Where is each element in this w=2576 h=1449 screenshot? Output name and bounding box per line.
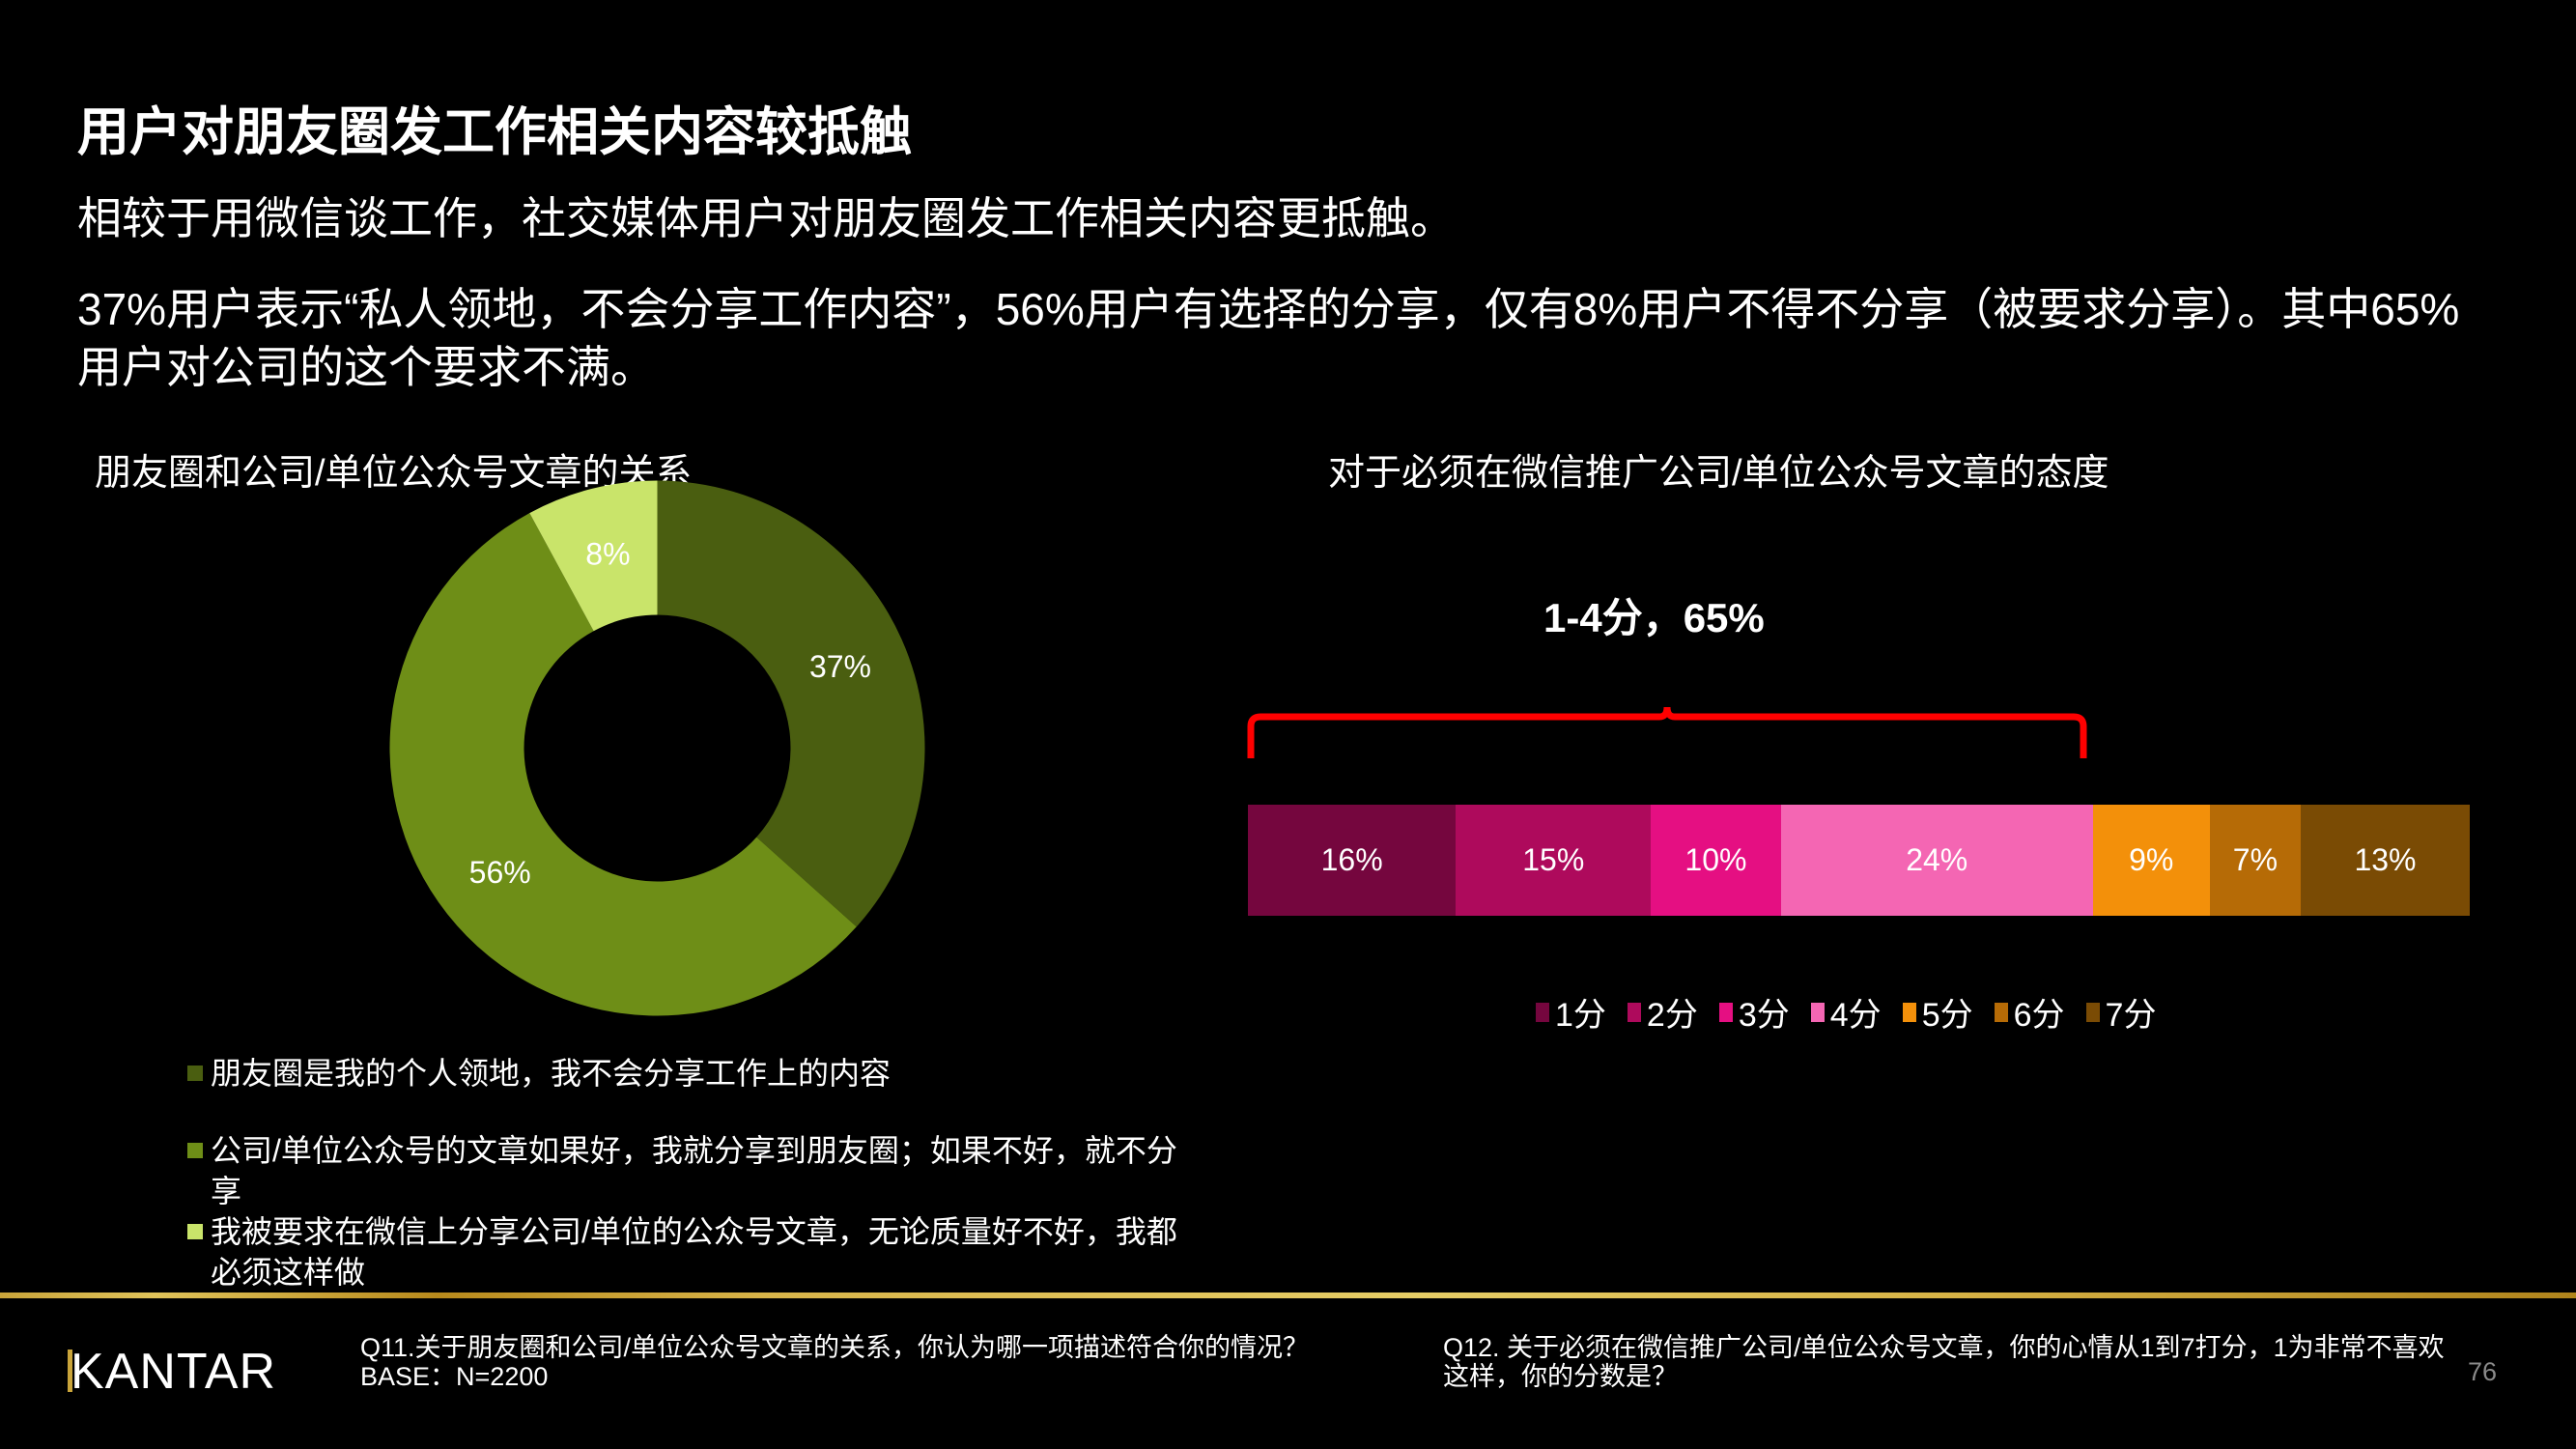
donut-legend-item: 我被要求在微信上分享公司/单位的公众号文章，无论质量好不好，我都必须这样做 bbox=[184, 1211, 1207, 1293]
slide-title: 用户对朋友圈发工作相关内容较抵触 bbox=[77, 103, 912, 161]
bar-legend-item: 6分 bbox=[1994, 988, 2065, 1036]
red-bracket-icon bbox=[1247, 706, 2087, 758]
legend-swatch-icon bbox=[2085, 1002, 2100, 1022]
bar-segment: 16% bbox=[1248, 805, 1457, 916]
bar-segment: 10% bbox=[1651, 805, 1781, 916]
logo-accent-bar bbox=[68, 1350, 72, 1392]
bar-legend: 1分 2分 3分 4分 5分 6分 7分 bbox=[1536, 988, 2177, 1036]
donut-slice-label: 56% bbox=[469, 855, 531, 890]
donut-slice bbox=[657, 480, 925, 927]
bar-legend-item: 3分 bbox=[1718, 988, 1790, 1036]
legend-swatch-icon bbox=[1902, 1002, 1916, 1022]
donut-legend: 朋友圈是我的个人领地，我不会分享工作上的内容 公司/单位公众号的文章如果好，我就… bbox=[184, 1053, 1207, 1293]
bracket-annotation-label: 1-4分，65% bbox=[1543, 595, 1765, 640]
footnote-q12: Q12. 关于必须在微信推广公司/单位公众号文章，你的心情从1到7打分，1为非常… bbox=[1443, 1333, 2445, 1391]
bar-segment: 9% bbox=[2092, 805, 2210, 916]
bar-chart-title: 对于必须在微信推广公司/单位公众号文章的态度 bbox=[1328, 453, 2109, 494]
bar-legend-item: 5分 bbox=[1902, 988, 1973, 1036]
bar-segment: 15% bbox=[1456, 805, 1652, 916]
donut-slice bbox=[529, 480, 658, 632]
legend-swatch-icon bbox=[1994, 1002, 2008, 1022]
stacked-bar: 16% 15% 10% 24% 9% 7% 13% bbox=[1248, 805, 2470, 916]
summary-line-2: 37%用户表示“私人领地，不会分享工作内容”，56%用户有选择的分享，仅有8%用… bbox=[77, 284, 2460, 392]
kantar-logo: KANTAR bbox=[68, 1343, 276, 1401]
legend-swatch-icon bbox=[187, 1224, 203, 1239]
bar-segment: 24% bbox=[1780, 805, 2093, 916]
bar-legend-item: 2分 bbox=[1627, 988, 1698, 1036]
legend-swatch-icon bbox=[1810, 1002, 1825, 1022]
donut-chart-title: 朋友圈和公司/单位公众号文章的关系 bbox=[95, 453, 693, 494]
donut-slice-label: 8% bbox=[585, 536, 630, 571]
bar-legend-item: 4分 bbox=[1810, 988, 1882, 1036]
donut-legend-item: 朋友圈是我的个人领地，我不会分享工作上的内容 bbox=[184, 1053, 1207, 1094]
footer-divider bbox=[0, 1293, 2576, 1298]
legend-swatch-icon bbox=[1627, 1002, 1641, 1022]
donut-chart: 37% 56% 8% bbox=[389, 480, 925, 1016]
legend-swatch-icon bbox=[1536, 1002, 1549, 1022]
legend-swatch-icon bbox=[187, 1065, 203, 1081]
page-number: 76 bbox=[2468, 1357, 2498, 1386]
donut-legend-item: 公司/单位公众号的文章如果好，我就分享到朋友圈；如果不好，就不分享 bbox=[184, 1130, 1207, 1211]
bar-segment: 13% bbox=[2301, 805, 2470, 916]
donut-slice-label: 37% bbox=[809, 649, 871, 684]
bar-legend-item: 1分 bbox=[1536, 988, 1606, 1036]
footnote-q11: Q11.关于朋友圈和公司/单位公众号文章的关系，你认为哪一项描述符合你的情况？ … bbox=[360, 1333, 1310, 1391]
legend-swatch-icon bbox=[187, 1143, 203, 1158]
donut-slice bbox=[389, 513, 857, 1016]
summary-line-1: 相较于用微信谈工作，社交媒体用户对朋友圈发工作相关内容更抵触。 bbox=[77, 193, 1455, 243]
legend-swatch-icon bbox=[1718, 1002, 1733, 1022]
bar-segment: 7% bbox=[2209, 805, 2301, 916]
bar-legend-item: 7分 bbox=[2085, 988, 2156, 1036]
